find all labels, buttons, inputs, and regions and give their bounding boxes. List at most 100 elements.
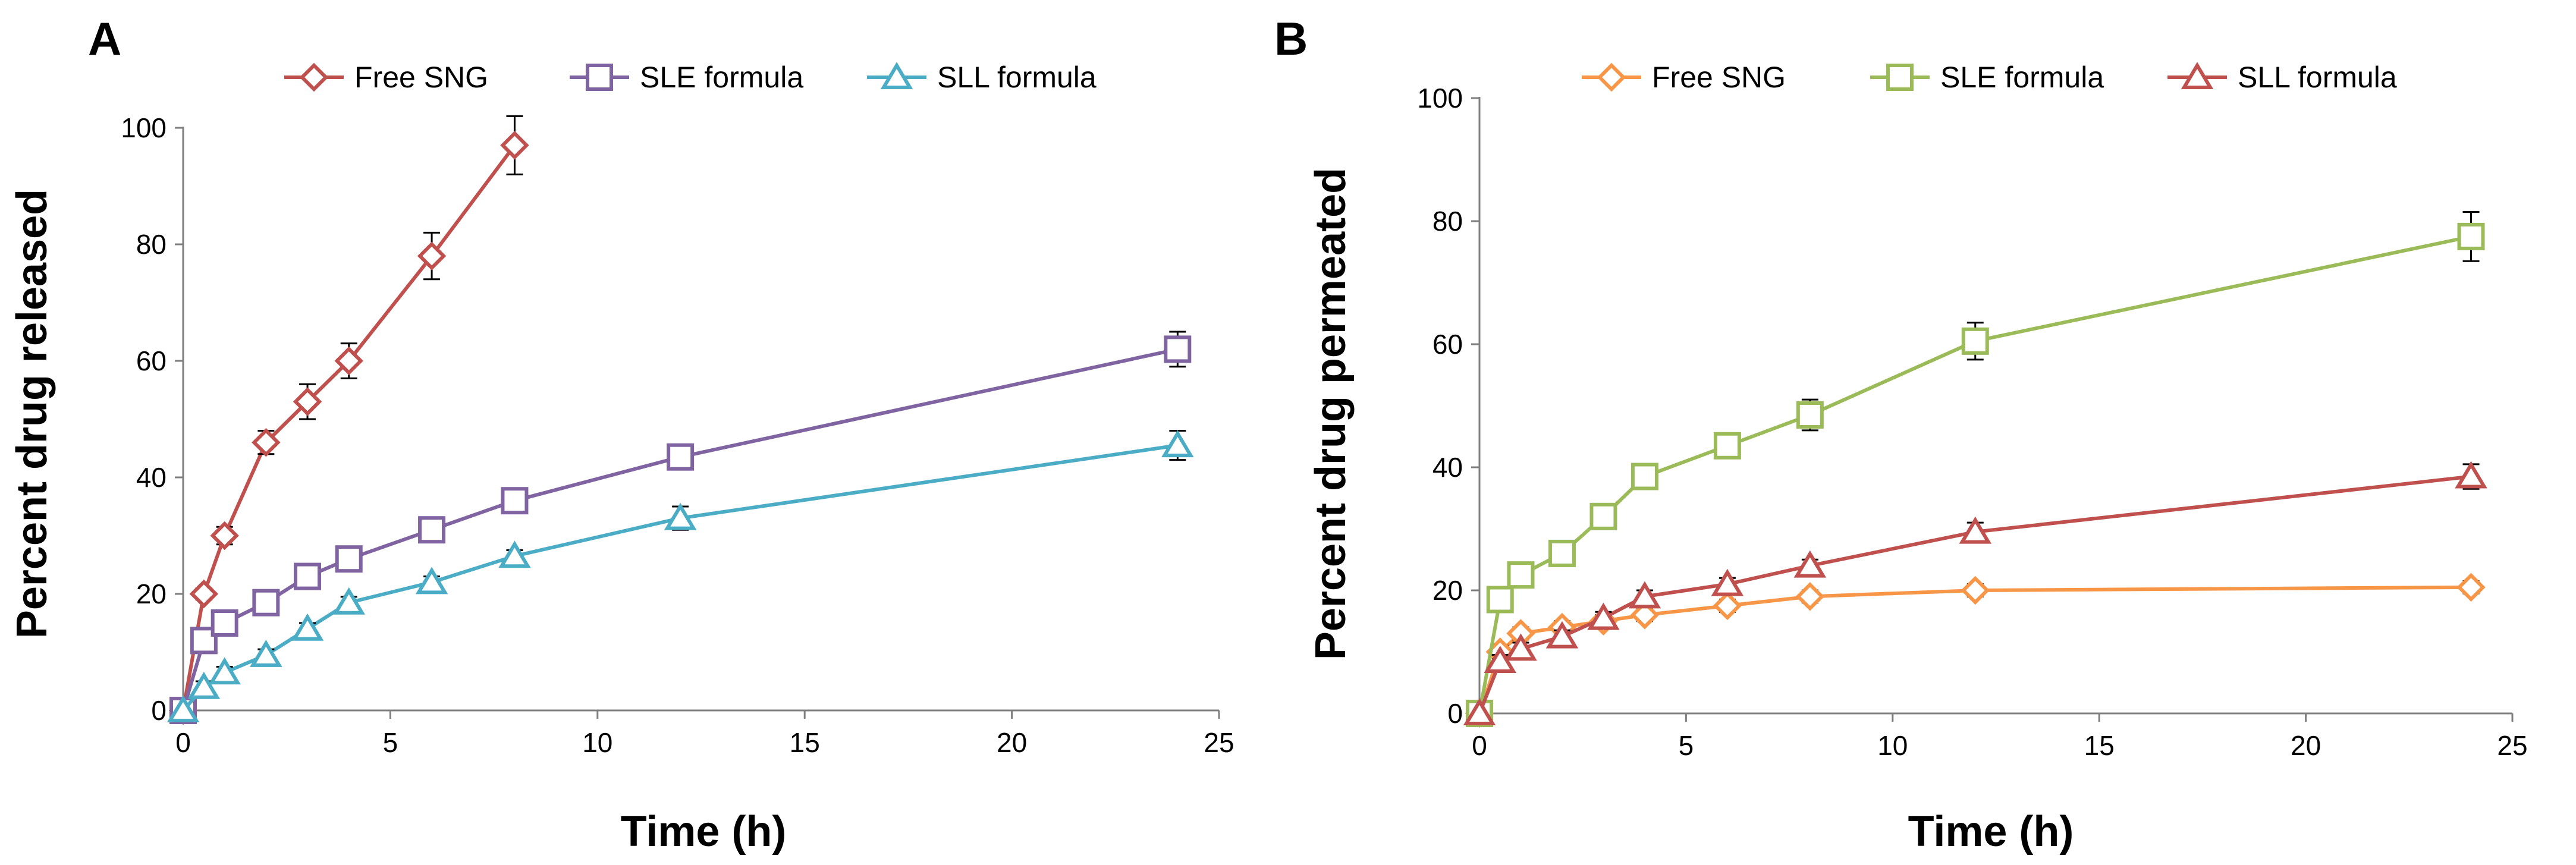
data-point [500, 131, 529, 160]
data-point [291, 613, 324, 641]
data-point [498, 540, 531, 568]
data-point [210, 521, 239, 551]
y-tick-label: 100 [1417, 83, 1463, 114]
data-point [252, 427, 281, 457]
data-point [1630, 600, 1660, 630]
legend-marker [1597, 62, 1626, 92]
legend-entry: Free SNG [284, 61, 488, 94]
y-tick-label: 20 [136, 578, 167, 609]
legend-entry: Free SNG [1582, 61, 1786, 94]
legend-entry: SLE formula [1870, 61, 2104, 94]
legend-label: SLE formula [640, 61, 803, 94]
x-tick-label: 15 [2084, 730, 2115, 761]
data-point [211, 609, 238, 637]
data-point [2456, 573, 2486, 602]
y-tick-label: 0 [1447, 698, 1463, 729]
y-tick-label: 80 [136, 229, 167, 260]
data-point [1628, 581, 1661, 609]
data-point [1463, 698, 1496, 725]
legend-marker [1886, 64, 1914, 91]
data-point [1793, 550, 1827, 578]
legend-entry: SLE formula [570, 61, 803, 94]
legend-marker [299, 62, 329, 92]
y-tick-label: 40 [1432, 452, 1463, 483]
data-point [664, 502, 697, 530]
legend-label: Free SNG [1652, 61, 1786, 94]
y-tick-label: 40 [136, 462, 167, 493]
legend-marker [2181, 62, 2214, 89]
legend-marker [880, 62, 913, 89]
data-point [332, 587, 365, 615]
legend-entry: SLL formula [2167, 61, 2397, 94]
x-tick-label: 5 [383, 727, 398, 758]
data-point [2455, 461, 2487, 489]
x-tick-label: 25 [2497, 730, 2527, 761]
data-point [1161, 430, 1194, 458]
data-point [334, 346, 363, 376]
chart-panel-b: B Percent drug permeated Time (h) 0 20 40 6… [1274, 12, 2528, 855]
panel-letter-a: A [88, 12, 121, 65]
data-point [667, 443, 695, 471]
data-point [1504, 633, 1537, 661]
x-tick-label: 25 [1204, 727, 1234, 758]
legend-entry: SLL formula [867, 61, 1097, 94]
x-tick-label: 10 [582, 727, 612, 758]
data-point [1795, 582, 1825, 611]
data-point [1711, 568, 1744, 596]
data-point [2457, 222, 2485, 250]
y-tick-label: 0 [151, 695, 167, 726]
data-point [1589, 502, 1617, 530]
y-tick-label: 80 [1432, 206, 1463, 237]
data-point [1961, 575, 1990, 605]
x-tick-label: 20 [997, 727, 1027, 758]
legend-label: SLE formula [1940, 61, 2104, 94]
data-point [1545, 621, 1579, 649]
data-point [1713, 591, 1742, 621]
y-axis-title-b: Percent drug permeated [1307, 168, 1355, 660]
data-point [189, 579, 219, 609]
data-point [187, 671, 221, 699]
y-tick-label: 100 [121, 112, 167, 143]
data-point [1961, 327, 1989, 355]
series-sll-formula [1463, 461, 2487, 725]
x-axis-title-a: Time (h) [621, 808, 787, 855]
data-point [1796, 401, 1824, 429]
data-point [1713, 432, 1741, 460]
x-tick-label: 0 [1472, 730, 1487, 761]
y-axis-title-a: Percent drug released [8, 189, 56, 638]
series-line [1478, 234, 2472, 714]
data-point [501, 487, 529, 515]
data-point [417, 241, 447, 270]
data-point [252, 589, 280, 616]
y-tick-label: 20 [1432, 575, 1463, 606]
x-tick-label: 15 [790, 727, 820, 758]
data-point [415, 567, 448, 595]
data-point [1507, 561, 1535, 589]
x-tick-label: 10 [1877, 730, 1908, 761]
chart-panel-a: A Percent drug released Time (h) 0 20 40 60… [8, 12, 1234, 855]
series-sll-formula [167, 430, 1194, 722]
x-tick-label: 5 [1679, 730, 1694, 761]
data-point [208, 657, 241, 685]
series-line [181, 443, 1178, 712]
data-point [1959, 516, 1992, 544]
panel-letter-b: B [1274, 12, 1308, 65]
series-sle-formula [1466, 210, 2485, 727]
data-point [1631, 463, 1658, 490]
x-tick-label: 20 [2291, 730, 2321, 761]
legend-label: Free SNG [354, 61, 488, 94]
series-free-sng [1465, 573, 2486, 728]
data-point [293, 387, 322, 416]
data-point [418, 516, 446, 544]
data-point [294, 562, 322, 590]
data-point [1548, 539, 1576, 567]
data-point [1164, 335, 1192, 363]
data-point [1486, 586, 1514, 614]
x-tick-label: 0 [175, 727, 191, 758]
legend-label: SLL formula [937, 61, 1097, 94]
legend-marker [586, 64, 613, 91]
series-sle-formula [169, 331, 1192, 724]
data-point [167, 695, 200, 722]
data-point [335, 545, 363, 573]
